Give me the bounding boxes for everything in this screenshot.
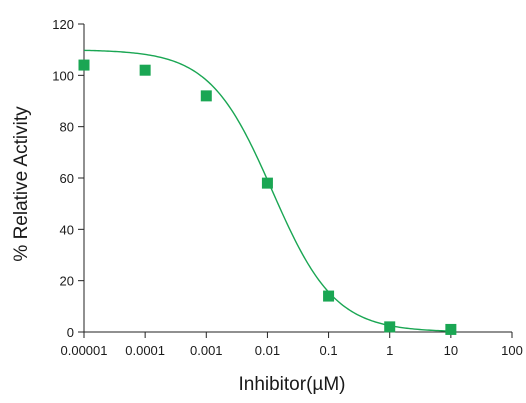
data-point bbox=[445, 323, 457, 335]
x-tick-label: 0.001 bbox=[190, 343, 223, 358]
plot-area: 0 20 40 60 80 100 120 0.00001 0.0001 0.001 0.01 0.1… bbox=[52, 17, 523, 358]
y-axis-title: % Relative Activity bbox=[11, 106, 32, 262]
data-point bbox=[261, 177, 273, 189]
y-tick-label: 40 bbox=[60, 222, 74, 237]
x-axis-title: Inhibitor(µM) bbox=[238, 374, 345, 395]
data-point bbox=[323, 290, 335, 302]
x-tick-label: 1 bbox=[386, 343, 393, 358]
x-tick-label: 0.0001 bbox=[125, 343, 165, 358]
y-tick-label: 100 bbox=[52, 68, 74, 83]
data-point bbox=[384, 321, 396, 333]
y-tick-label: 120 bbox=[52, 17, 74, 32]
y-tick-label: 20 bbox=[60, 274, 74, 289]
x-tick-label: 0.1 bbox=[320, 343, 338, 358]
x-tick-label: 100 bbox=[501, 343, 523, 358]
y-tick-label: 80 bbox=[60, 120, 74, 135]
x-tick-label: 0.01 bbox=[255, 343, 280, 358]
y-tick-label: 0 bbox=[67, 325, 74, 340]
fit-curve bbox=[83, 49, 451, 332]
data-point bbox=[200, 90, 212, 102]
x-tick-label: 10 bbox=[444, 343, 458, 358]
data-point bbox=[139, 64, 151, 76]
x-tick-label: 0.00001 bbox=[61, 343, 108, 358]
y-tick-label: 60 bbox=[60, 171, 74, 186]
data-point bbox=[78, 59, 90, 71]
